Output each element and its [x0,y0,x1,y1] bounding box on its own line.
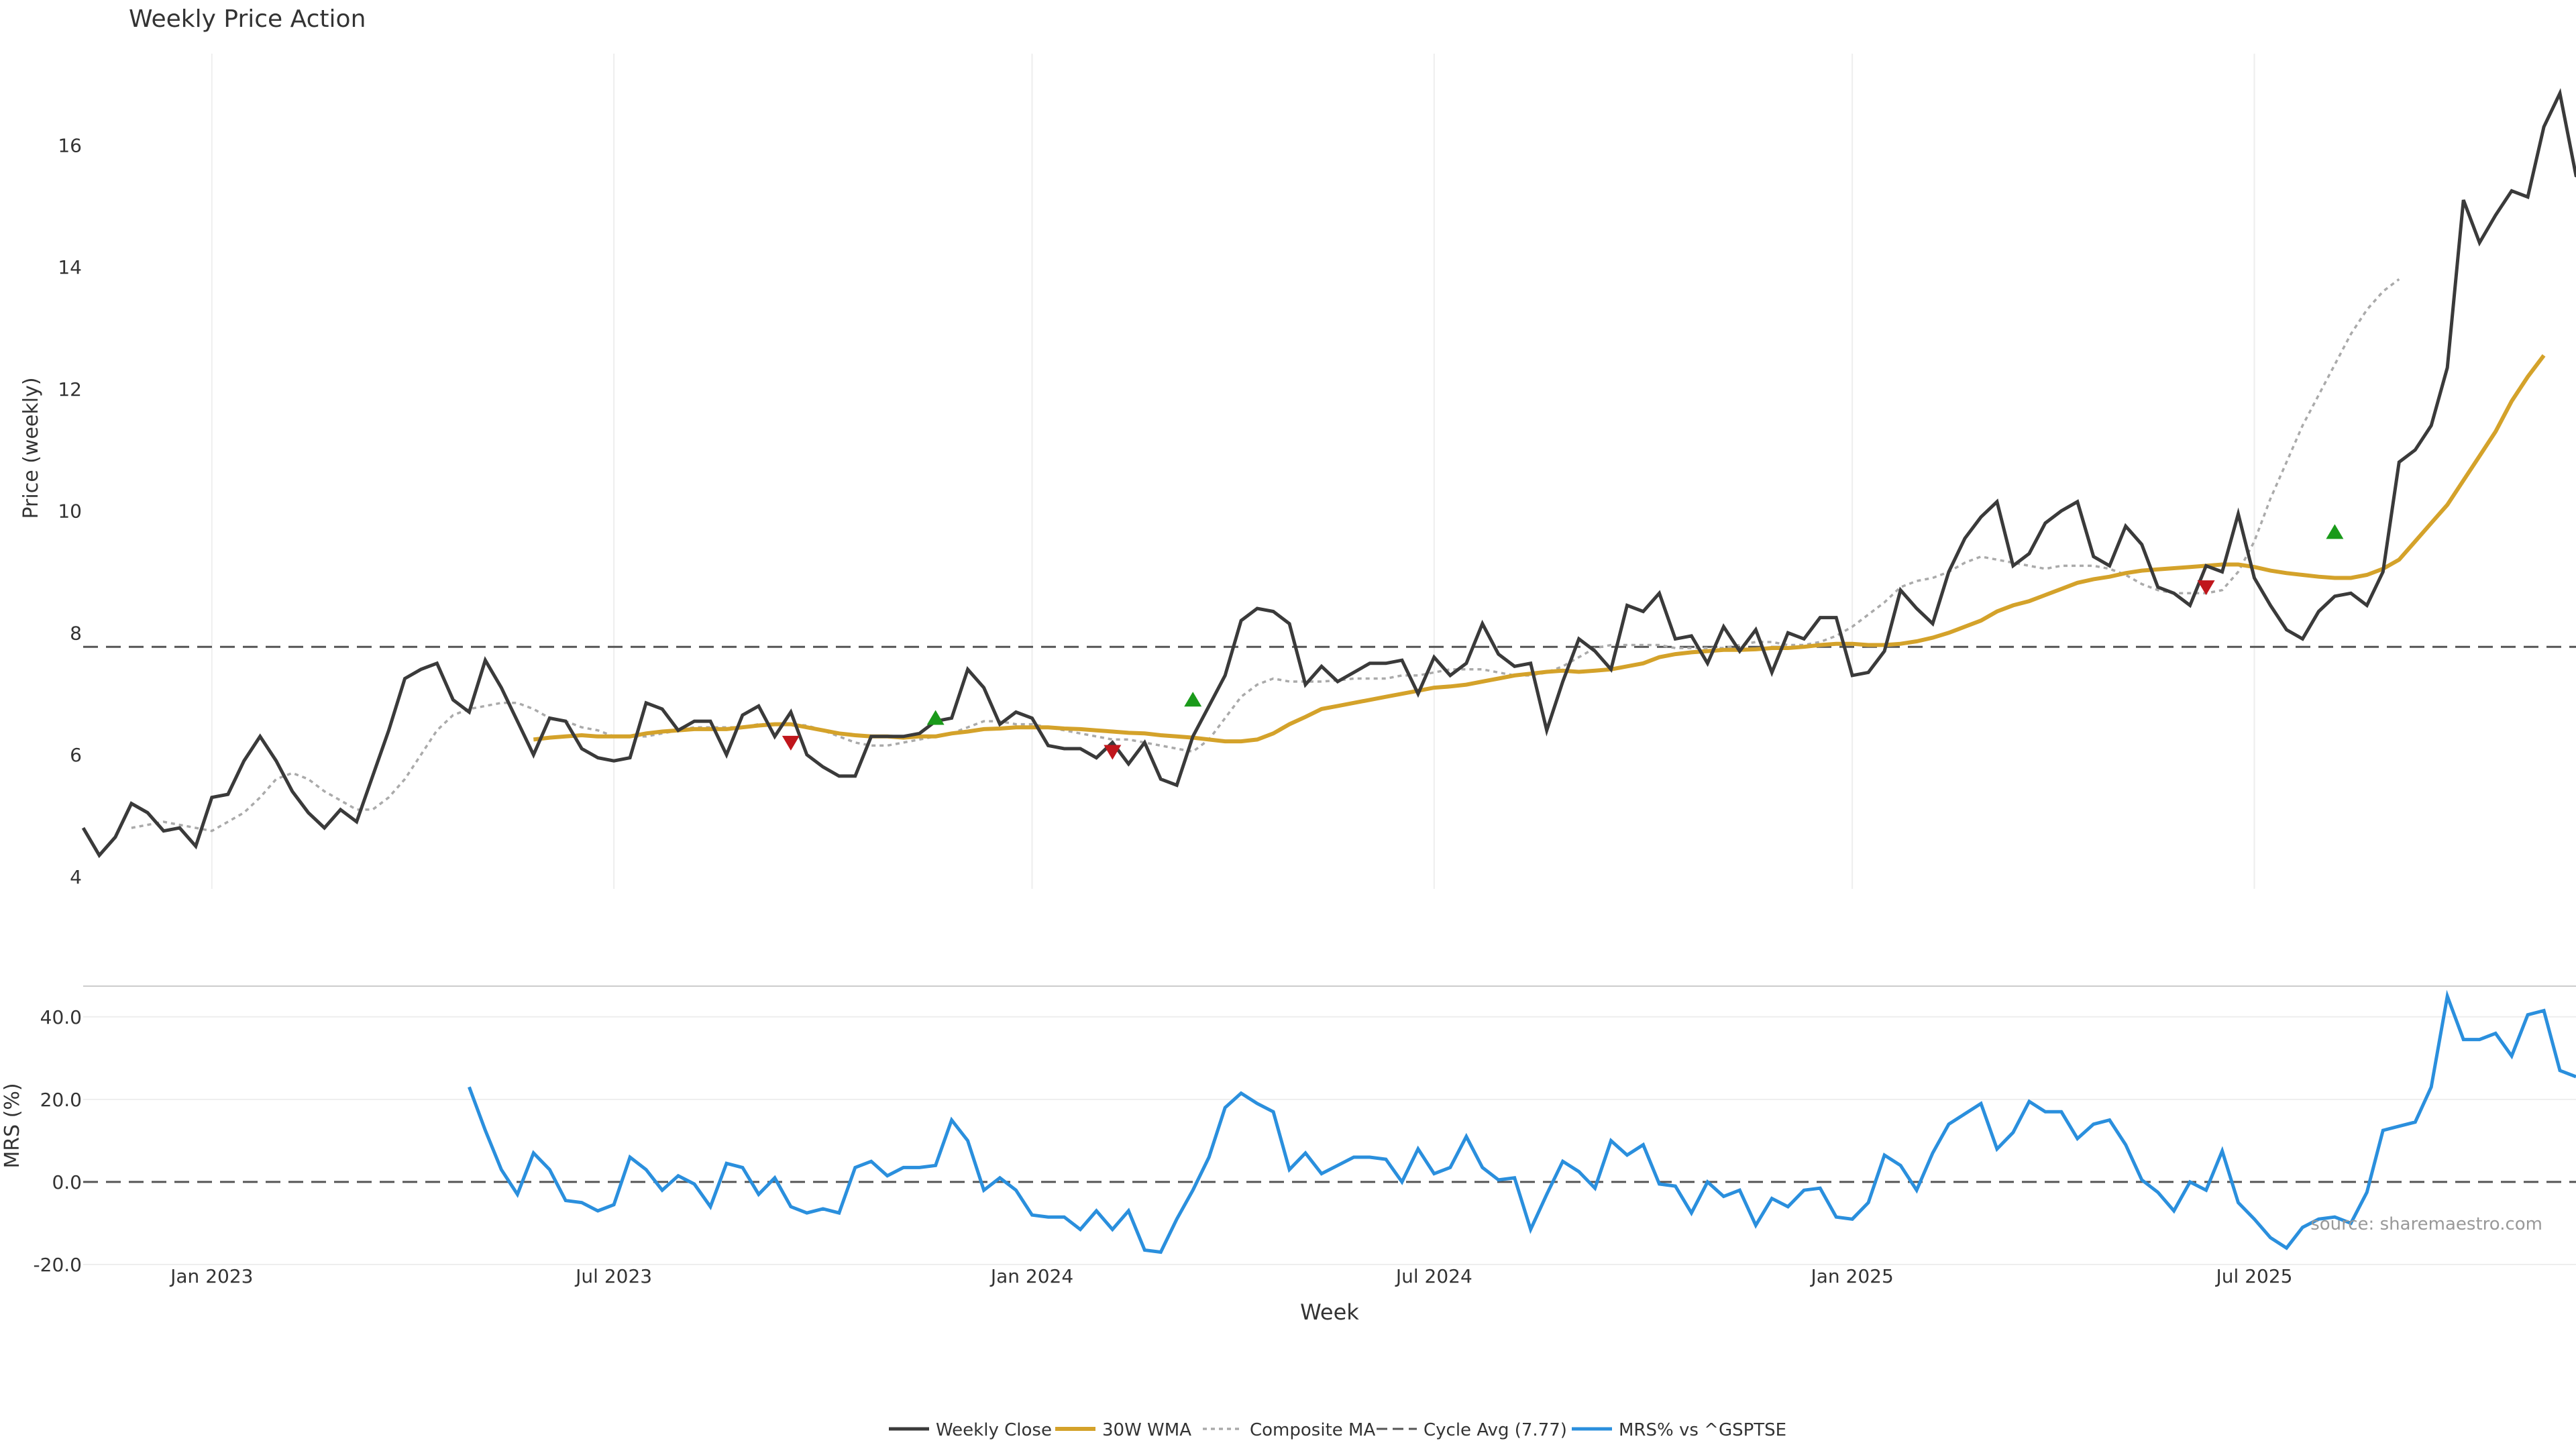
mrs-y-ticks: -20.0 0.0 20.0 40.0 [34,1006,82,1276]
x-tick-label: Jan 2025 [1809,1265,1893,1287]
source-note: source: sharemaestro.com [2310,1214,2542,1234]
price-tick-label: 10 [58,500,82,523]
buy-signal-marker [1184,692,1202,707]
price-tick-label: 16 [58,134,82,156]
sell-signal-marker [1104,745,1122,760]
mrs-tick-label: -20.0 [34,1254,82,1276]
composite-ma-line [131,278,2400,833]
price-y-axis-label: Price (weekly) [19,377,43,519]
legend-label: Weekly Close [936,1420,1052,1440]
wma-30w-line [533,354,2546,744]
mrs-tick-label: 20.0 [40,1089,82,1111]
mrs-panel: -20.0 0.0 20.0 40.0 [34,985,2576,1276]
sell-signal-marker [2197,580,2215,596]
price-tick-label: 8 [70,622,82,644]
price-panel: 4 6 8 10 12 14 16 [58,54,2576,889]
price-tick-label: 14 [58,256,82,278]
x-axis-ticks: Jan 2023 Jul 2023 Jan 2024 Jul 2024 Jan 2025… [169,1265,2292,1287]
price-y-ticks: 4 6 8 10 12 14 16 [58,134,82,888]
mrs-y-axis-label: MRS (%) [1,1083,24,1168]
signal-markers [782,524,2344,760]
legend-label: Cycle Avg (7.77) [1424,1420,1567,1440]
buy-signal-marker [926,710,945,725]
legend-label: Composite MA [1250,1420,1375,1440]
legend-label: MRS% vs ^GSPTSE [1619,1420,1786,1440]
price-tick-label: 12 [58,378,82,400]
x-axis-label: Week [1300,1299,1359,1325]
buy-signal-marker [2326,524,2344,539]
mrs-tick-label: 0.0 [52,1171,82,1193]
mrs-line [468,989,2576,1254]
x-tick-label: Jan 2024 [989,1265,1073,1287]
legend-label: 30W WMA [1102,1420,1191,1440]
chart-title: Weekly Price Action [129,5,366,33]
price-tick-label: 6 [70,744,82,766]
sell-signal-marker [782,735,800,751]
x-tick-label: Jan 2023 [169,1265,253,1287]
mrs-tick-label: 40.0 [40,1006,82,1028]
price-tick-label: 4 [70,866,82,888]
x-tick-label: Jul 2024 [1395,1265,1472,1287]
x-tick-label: Jul 2025 [2215,1265,2293,1287]
weekly-close-line [81,88,2576,859]
price-grid [211,54,2255,889]
legend: Weekly Close 30W WMA Composite MA Cycle Avg… [889,1420,1786,1440]
x-tick-label: Jul 2023 [574,1265,652,1287]
mrs-grid [83,1016,2576,1265]
